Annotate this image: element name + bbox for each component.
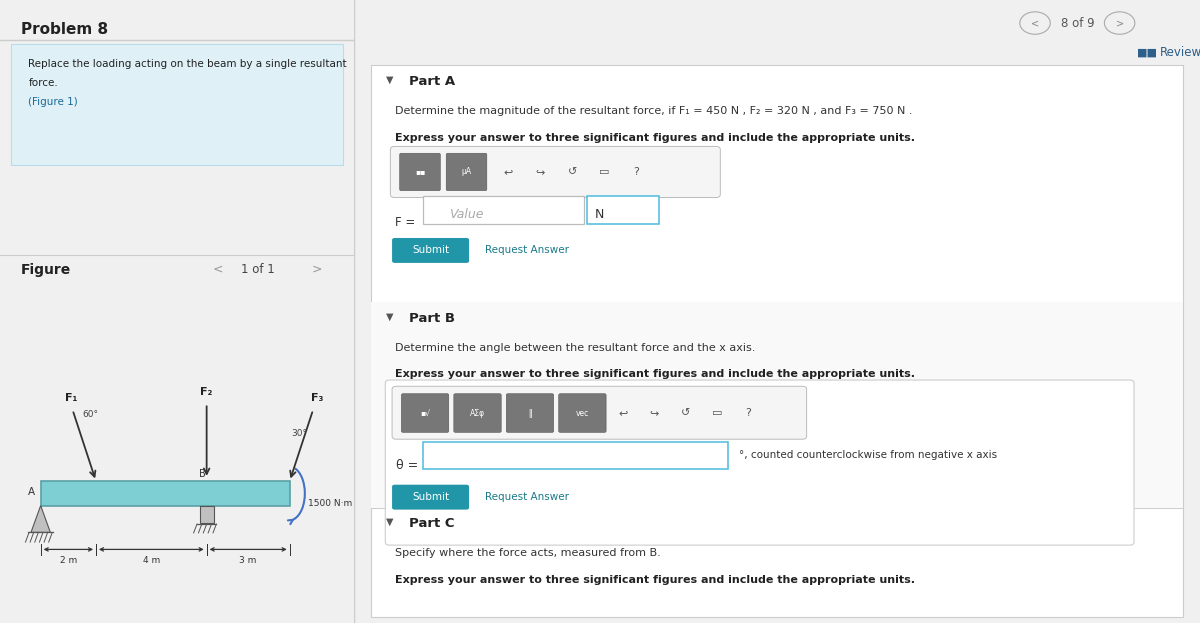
- Text: ▼: ▼: [386, 517, 394, 527]
- Text: ▼: ▼: [386, 75, 394, 85]
- FancyBboxPatch shape: [400, 153, 440, 191]
- FancyBboxPatch shape: [424, 442, 728, 469]
- FancyBboxPatch shape: [11, 44, 343, 165]
- Text: F₂: F₂: [200, 387, 212, 397]
- Text: µA: µA: [462, 168, 472, 176]
- FancyBboxPatch shape: [392, 485, 469, 510]
- Text: ▭: ▭: [599, 167, 610, 177]
- Text: N: N: [595, 208, 605, 221]
- Text: Problem 8: Problem 8: [22, 22, 108, 37]
- Text: ↩: ↩: [618, 408, 628, 418]
- Text: ?: ?: [745, 408, 751, 418]
- FancyBboxPatch shape: [506, 394, 553, 432]
- Text: ↺: ↺: [680, 408, 690, 418]
- FancyBboxPatch shape: [424, 196, 584, 224]
- Text: >: >: [312, 263, 322, 276]
- Text: Express your answer to three significant figures and include the appropriate uni: Express your answer to three significant…: [395, 575, 914, 585]
- Text: Part C: Part C: [409, 517, 455, 530]
- FancyBboxPatch shape: [371, 302, 1183, 508]
- Text: Part B: Part B: [409, 312, 455, 325]
- Text: Replace the loading acting on the beam by a single resultant: Replace the loading acting on the beam b…: [29, 59, 347, 69]
- FancyBboxPatch shape: [392, 386, 806, 439]
- Text: vec: vec: [576, 409, 589, 417]
- Polygon shape: [31, 506, 50, 533]
- Text: AΣφ: AΣφ: [470, 409, 485, 417]
- Text: Value: Value: [449, 208, 484, 221]
- Text: Express your answer to three significant figures and include the appropriate uni: Express your answer to three significant…: [395, 369, 914, 379]
- Text: ■■: ■■: [1136, 48, 1158, 58]
- Text: ▪√: ▪√: [420, 409, 430, 417]
- Text: 1500 N·m: 1500 N·m: [308, 498, 353, 508]
- FancyBboxPatch shape: [392, 238, 469, 263]
- Text: F₁: F₁: [65, 393, 77, 403]
- Text: 60°: 60°: [82, 410, 98, 419]
- Text: Submit: Submit: [413, 492, 450, 502]
- Text: Submit: Submit: [413, 245, 450, 255]
- FancyBboxPatch shape: [559, 394, 606, 432]
- Text: ▪▪: ▪▪: [415, 168, 425, 176]
- Text: 30°: 30°: [292, 429, 307, 438]
- Bar: [41, 481, 289, 506]
- Text: 8 of 9: 8 of 9: [1061, 17, 1094, 29]
- Text: Express your answer to three significant figures and include the appropriate uni: Express your answer to three significant…: [395, 133, 914, 143]
- Text: ?: ?: [634, 167, 640, 177]
- FancyBboxPatch shape: [371, 65, 1183, 617]
- Text: ▭: ▭: [712, 408, 722, 418]
- Text: A: A: [29, 487, 35, 497]
- Text: ↪: ↪: [649, 408, 659, 418]
- Text: >: >: [1116, 18, 1123, 28]
- Text: Determine the angle between the resultant force and the x axis.: Determine the angle between the resultan…: [395, 343, 755, 353]
- Text: F =: F =: [395, 216, 415, 229]
- Text: Review: Review: [1160, 47, 1200, 59]
- Text: ↺: ↺: [568, 167, 577, 177]
- Text: ↩: ↩: [503, 167, 512, 177]
- Text: 4 m: 4 m: [143, 556, 160, 565]
- Text: (Figure 1): (Figure 1): [29, 97, 78, 107]
- FancyBboxPatch shape: [587, 196, 659, 224]
- Text: Specify where the force acts, measured from B.: Specify where the force acts, measured f…: [395, 548, 660, 558]
- Text: 2 m: 2 m: [60, 556, 77, 565]
- Bar: [199, 506, 214, 523]
- Text: Request Answer: Request Answer: [485, 245, 569, 255]
- FancyBboxPatch shape: [454, 394, 502, 432]
- Text: Determine the magnitude of the resultant force, if F₁ = 450 N , F₂ = 320 N , and: Determine the magnitude of the resultant…: [395, 106, 912, 116]
- Text: Part A: Part A: [409, 75, 455, 88]
- FancyBboxPatch shape: [390, 146, 720, 197]
- Text: °, counted counterclockwise from negative x axis: °, counted counterclockwise from negativ…: [739, 450, 997, 460]
- Text: 3 m: 3 m: [240, 556, 257, 565]
- Text: B: B: [198, 469, 205, 479]
- Text: ▼: ▼: [386, 312, 394, 321]
- Text: ǁ: ǁ: [528, 409, 532, 417]
- FancyBboxPatch shape: [401, 394, 449, 432]
- FancyBboxPatch shape: [446, 153, 487, 191]
- Text: θ =: θ =: [396, 459, 419, 472]
- Text: <: <: [1031, 18, 1039, 28]
- Text: Request Answer: Request Answer: [485, 492, 569, 502]
- Text: <: <: [212, 263, 223, 276]
- Text: F₃: F₃: [311, 393, 324, 403]
- Text: force.: force.: [29, 78, 58, 88]
- Text: Figure: Figure: [22, 263, 72, 277]
- Text: 1 of 1: 1 of 1: [241, 263, 275, 276]
- Text: ↪: ↪: [535, 167, 545, 177]
- FancyBboxPatch shape: [385, 380, 1134, 545]
